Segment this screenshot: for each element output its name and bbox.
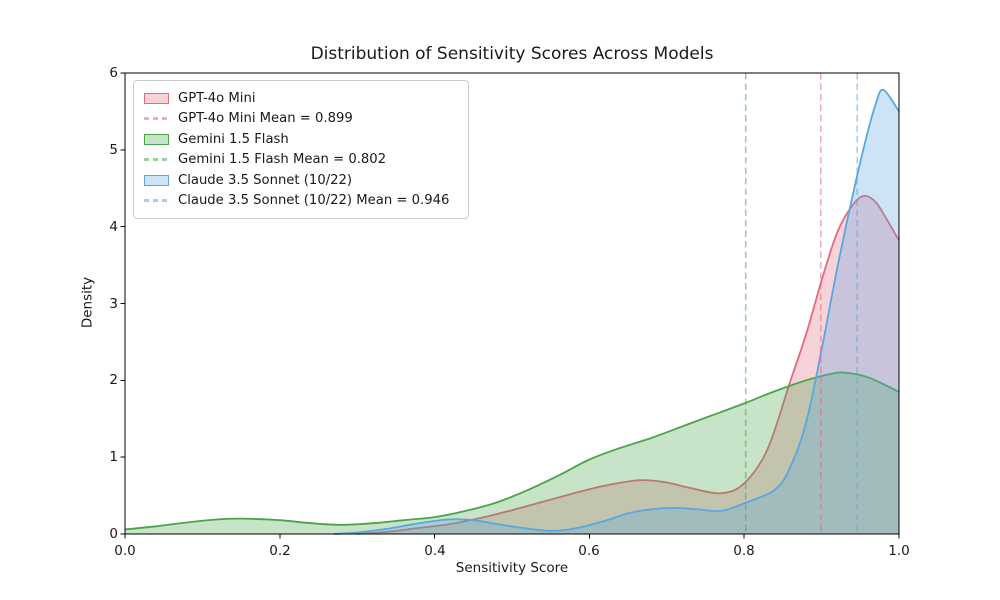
x-tick-1.0: 1.0: [888, 543, 910, 559]
legend-dash-swatch-gpt4o-mini-mean: [144, 117, 169, 121]
legend: GPT-4o Mini GPT-4o Mini Mean = 0.899 Gem…: [133, 80, 469, 219]
y-tick-5: 5: [109, 142, 118, 158]
density-area-2: [334, 89, 899, 534]
legend-label: Claude 3.5 Sonnet (10/22) Mean = 0.946: [178, 193, 450, 209]
density-curve-1: [124, 371, 900, 531]
legend-item-gemini-flash: Gemini 1.5 Flash: [144, 129, 458, 150]
x-tick-0.0: 0.0: [114, 543, 136, 559]
y-tick-6: 6: [109, 65, 118, 81]
y-tick-4: 4: [109, 219, 118, 235]
y-tick-3: 3: [109, 296, 118, 312]
x-tick-0.8: 0.8: [733, 543, 755, 559]
density-area-1: [125, 372, 899, 534]
legend-patch-swatch-claude-sonnet: [144, 174, 169, 186]
legend-label: Claude 3.5 Sonnet (10/22): [178, 172, 353, 188]
legend-item-gpt4o-mini: GPT-4o Mini: [144, 88, 458, 109]
legend-label: GPT-4o Mini Mean = 0.899: [178, 111, 353, 127]
y-tick-0: 0: [109, 526, 118, 542]
y-tick-2: 2: [109, 372, 118, 388]
legend-label: GPT-4o Mini: [178, 90, 256, 106]
legend-label: Gemini 1.5 Flash Mean = 0.802: [178, 152, 387, 168]
chart-title: Distribution of Sensitivity Scores Acros…: [310, 44, 714, 64]
legend-item-claude-sonnet-mean: Claude 3.5 Sonnet (10/22) Mean = 0.946: [144, 191, 458, 212]
density-curve-0: [357, 194, 900, 535]
y-tick-1: 1: [109, 449, 118, 465]
density-curve-2: [333, 88, 900, 535]
legend-label: Gemini 1.5 Flash: [178, 131, 289, 147]
legend-item-gpt4o-mini-mean: GPT-4o Mini Mean = 0.899: [144, 109, 458, 130]
x-tick-0.4: 0.4: [424, 543, 446, 559]
legend-item-claude-sonnet: Claude 3.5 Sonnet (10/22): [144, 170, 458, 191]
legend-patch-swatch-gemini-flash: [144, 133, 169, 145]
legend-dash-swatch-claude-sonnet-mean: [144, 199, 169, 203]
x-axis-label: Sensitivity Score: [455, 560, 569, 576]
legend-dash-swatch-gemini-flash-mean: [144, 158, 169, 162]
legend-patch-swatch-gpt4o-mini: [144, 92, 169, 104]
x-tick-0.2: 0.2: [269, 543, 291, 559]
x-tick-0.6: 0.6: [578, 543, 600, 559]
legend-item-gemini-flash-mean: Gemini 1.5 Flash Mean = 0.802: [144, 150, 458, 171]
